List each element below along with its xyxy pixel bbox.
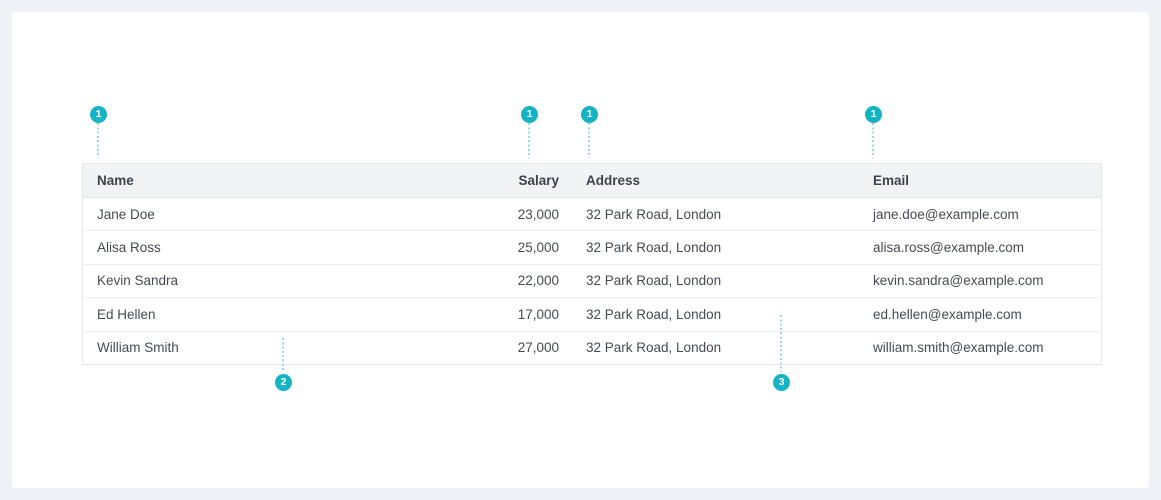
marker-line-salary-column: [528, 123, 530, 158]
content-card: Name Salary Address Email Jane Doe 23,00…: [12, 12, 1149, 488]
marker-badge-1-address[interactable]: 1: [581, 106, 598, 123]
table-row: Jane Doe 23,000 32 Park Road, London jan…: [83, 198, 1101, 231]
column-header-address: Address: [586, 173, 641, 188]
cell-email: william.smith@example.com: [873, 340, 1044, 356]
data-table: Name Salary Address Email Jane Doe 23,00…: [82, 163, 1102, 365]
marker-badge-1-email[interactable]: 1: [865, 106, 882, 123]
cell-salary: 25,000: [517, 240, 559, 256]
cell-address: 32 Park Road, London: [586, 273, 722, 289]
cell-name: Jane Doe: [97, 206, 155, 222]
cell-email: ed.hellen@example.com: [873, 306, 1022, 322]
column-header-email: Email: [873, 173, 910, 188]
marker-line-name-column: [97, 123, 99, 158]
cell-address: 32 Park Road, London: [586, 340, 722, 356]
marker-line-table-bottom: [282, 338, 284, 372]
marker-line-email-column: [872, 123, 874, 158]
table-header-row: Name Salary Address Email: [83, 164, 1101, 198]
table-row: Kevin Sandra 22,000 32 Park Road, London…: [83, 263, 1101, 298]
cell-name: Ed Hellen: [97, 306, 156, 322]
marker-badge-3[interactable]: 3: [773, 374, 790, 391]
marker-badge-2[interactable]: 2: [275, 374, 292, 391]
marker-line-address-column: [588, 123, 590, 158]
marker-badge-1-salary[interactable]: 1: [521, 106, 538, 123]
cell-name: Kevin Sandra: [97, 273, 179, 289]
column-header-name: Name: [97, 173, 134, 188]
marker-badge-1-name[interactable]: 1: [90, 106, 107, 123]
cell-salary: 27,000: [517, 340, 559, 356]
cell-name: William Smith: [97, 340, 179, 356]
cell-salary: 23,000: [517, 206, 559, 222]
table-row: Ed Hellen 17,000 32 Park Road, London ed…: [83, 297, 1101, 331]
cell-salary: 17,000: [517, 306, 559, 322]
cell-address: 32 Park Road, London: [586, 240, 722, 256]
table-row: William Smith 27,000 32 Park Road, Londo…: [83, 330, 1101, 364]
cell-address: 32 Park Road, London: [586, 206, 722, 222]
cell-salary: 22,000: [517, 273, 559, 289]
cell-address: 32 Park Road, London: [586, 306, 722, 322]
cell-email: kevin.sandra@example.com: [873, 273, 1044, 289]
marker-line-row-divider: [780, 315, 782, 372]
cell-email: alisa.ross@example.com: [873, 240, 1025, 256]
column-header-salary: Salary: [518, 173, 559, 188]
cell-email: jane.doe@example.com: [873, 206, 1019, 222]
table-row: Alisa Ross 25,000 32 Park Road, London a…: [83, 230, 1101, 264]
cell-name: Alisa Ross: [97, 240, 161, 256]
